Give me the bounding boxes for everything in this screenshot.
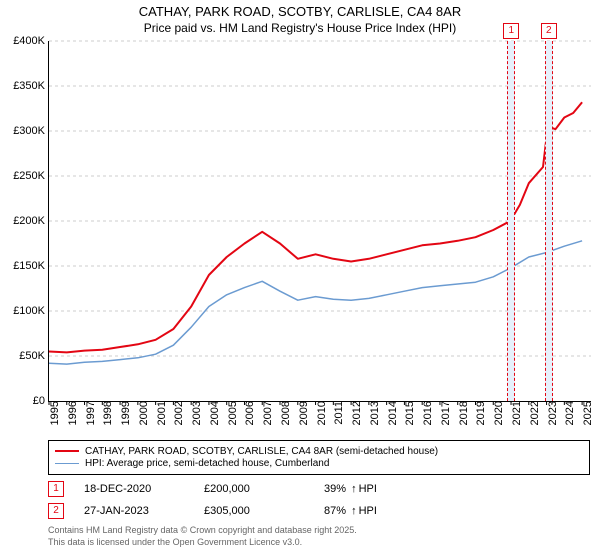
event-date: 18-DEC-2020 xyxy=(84,483,184,495)
legend-item: CATHAY, PARK ROAD, SCOTBY, CARLISLE, CA4… xyxy=(55,446,583,457)
x-tick-label: 2018 xyxy=(454,401,470,425)
y-tick-label: £300K xyxy=(13,125,49,137)
event-marker: 1 xyxy=(48,481,64,497)
x-tick-label: 2021 xyxy=(507,401,523,425)
x-tick-label: 2000 xyxy=(134,401,150,425)
x-tick-label: 2016 xyxy=(418,401,434,425)
x-tick-label: 2002 xyxy=(169,401,185,425)
y-tick-label: £100K xyxy=(13,305,49,317)
x-tick-label: 1998 xyxy=(98,401,114,425)
chart-plot-area: £0£50K£100K£150K£200K£250K£300K£350K£400… xyxy=(48,41,591,402)
event-delta: 87% HPI xyxy=(324,505,377,517)
x-tick-label: 2011 xyxy=(329,401,345,425)
event-band: 2 xyxy=(545,41,553,401)
event-band-label: 1 xyxy=(503,23,519,39)
x-tick-label: 2010 xyxy=(312,401,328,425)
x-tick-label: 2006 xyxy=(240,401,256,425)
x-tick-label: 1996 xyxy=(63,401,79,425)
legend-label: HPI: Average price, semi-detached house,… xyxy=(85,458,329,469)
y-tick-label: £200K xyxy=(13,215,49,227)
legend: CATHAY, PARK ROAD, SCOTBY, CARLISLE, CA4… xyxy=(48,440,590,475)
legend-swatch xyxy=(55,450,79,452)
legend-label: CATHAY, PARK ROAD, SCOTBY, CARLISLE, CA4… xyxy=(85,446,438,457)
x-tick-label: 2009 xyxy=(294,401,310,425)
x-tick-label: 2025 xyxy=(578,401,594,425)
event-row: 1 18-DEC-2020 £200,000 39% HPI xyxy=(48,481,590,497)
legend-item: HPI: Average price, semi-detached house,… xyxy=(55,458,583,469)
event-delta: 39% HPI xyxy=(324,483,377,495)
event-price: £305,000 xyxy=(204,505,304,517)
x-tick-label: 2022 xyxy=(525,401,541,425)
x-tick-label: 2008 xyxy=(276,401,292,425)
x-tick-label: 1999 xyxy=(116,401,132,425)
y-tick-label: £150K xyxy=(13,260,49,272)
x-tick-label: 2017 xyxy=(436,401,452,425)
x-tick-label: 2003 xyxy=(187,401,203,425)
x-tick-label: 2023 xyxy=(543,401,559,425)
event-band-label: 2 xyxy=(541,23,557,39)
y-tick-label: £50K xyxy=(19,350,49,362)
legend-swatch xyxy=(55,463,79,465)
x-tick-label: 2019 xyxy=(471,401,487,425)
event-marker: 2 xyxy=(48,503,64,519)
event-date: 27-JAN-2023 xyxy=(84,505,184,517)
x-tick-label: 2020 xyxy=(489,401,505,425)
chart-title-line1: CATHAY, PARK ROAD, SCOTBY, CARLISLE, CA4… xyxy=(0,0,600,21)
y-tick-label: £400K xyxy=(13,35,49,47)
event-price: £200,000 xyxy=(204,483,304,495)
x-tick-label: 2015 xyxy=(400,401,416,425)
chart-container: CATHAY, PARK ROAD, SCOTBY, CARLISLE, CA4… xyxy=(0,0,600,560)
x-tick-label: 2005 xyxy=(223,401,239,425)
x-tick-label: 2013 xyxy=(365,401,381,425)
x-tick-label: 2024 xyxy=(560,401,576,425)
event-band: 1 xyxy=(507,41,515,401)
y-tick-label: £250K xyxy=(13,170,49,182)
x-tick-label: 2012 xyxy=(347,401,363,425)
x-tick-label: 1995 xyxy=(45,401,61,425)
footnote: Contains HM Land Registry data © Crown c… xyxy=(48,525,590,548)
x-tick-label: 2001 xyxy=(152,401,168,425)
x-tick-label: 2007 xyxy=(258,401,274,425)
y-tick-label: £350K xyxy=(13,80,49,92)
event-row: 2 27-JAN-2023 £305,000 87% HPI xyxy=(48,503,590,519)
x-tick-label: 2004 xyxy=(205,401,221,425)
x-tick-label: 2014 xyxy=(383,401,399,425)
x-tick-label: 1997 xyxy=(81,401,97,425)
